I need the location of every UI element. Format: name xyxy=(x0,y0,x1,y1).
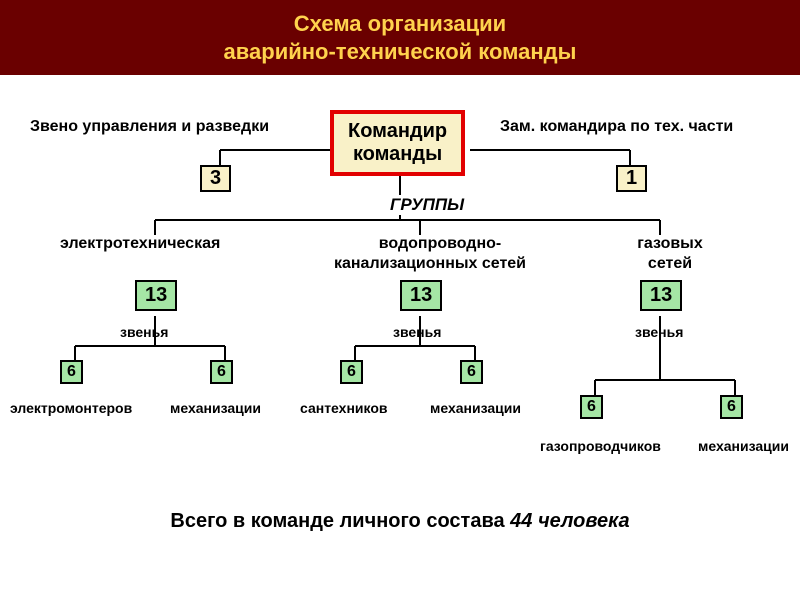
group1-sub1-label: электромонтеров xyxy=(10,400,132,416)
group2-links-label: звенья xyxy=(393,324,441,340)
left-unit-count: 3 xyxy=(200,165,231,192)
group3-sub2-label: механизации xyxy=(698,438,789,454)
group2-sub2-count: 6 xyxy=(460,360,483,384)
footer-prefix: Всего в команде личного состава xyxy=(170,510,510,532)
group1-count: 13 xyxy=(135,280,177,311)
group3-name1: газовых xyxy=(620,235,720,253)
group1-sub2-count: 6 xyxy=(210,360,233,384)
group2-sub2-label: механизации xyxy=(430,400,521,416)
group2-name2: канализационных сетей xyxy=(300,255,560,273)
footer-emph: 44 человека xyxy=(510,510,629,532)
title-line1: Схема организации xyxy=(0,10,800,38)
commander-line2: команды xyxy=(348,143,447,166)
group1-sub1-count: 6 xyxy=(60,360,83,384)
right-unit-label: Зам. командира по тех. части xyxy=(500,118,733,136)
group2-sub1-count: 6 xyxy=(340,360,363,384)
groups-label: ГРУППЫ xyxy=(386,195,468,215)
group2-sub1-label: сантехников xyxy=(300,400,388,416)
group3-name2: сетей xyxy=(620,255,720,273)
group3-sub1-label: газопроводчиков xyxy=(540,438,661,454)
group2-name1: водопроводно- xyxy=(340,235,540,253)
group3-sub1-count: 6 xyxy=(580,395,603,419)
commander-box: Командир команды xyxy=(330,110,465,176)
group3-count: 13 xyxy=(640,280,682,311)
footer: Всего в команде личного состава 44 челов… xyxy=(0,510,800,533)
title-line2: аварийно-технической команды xyxy=(0,38,800,66)
group1-links-label: звенья xyxy=(120,324,168,340)
group1-name: электротехническая xyxy=(60,235,220,253)
group3-sub2-count: 6 xyxy=(720,395,743,419)
title-band: Схема организации аварийно-технической к… xyxy=(0,0,800,75)
group2-count: 13 xyxy=(400,280,442,311)
left-unit-label: Звено управления и разведки xyxy=(30,118,269,136)
right-unit-count: 1 xyxy=(616,165,647,192)
group3-links-label: звенья xyxy=(635,324,683,340)
group1-sub2-label: механизации xyxy=(170,400,261,416)
commander-line1: Командир xyxy=(348,120,447,143)
